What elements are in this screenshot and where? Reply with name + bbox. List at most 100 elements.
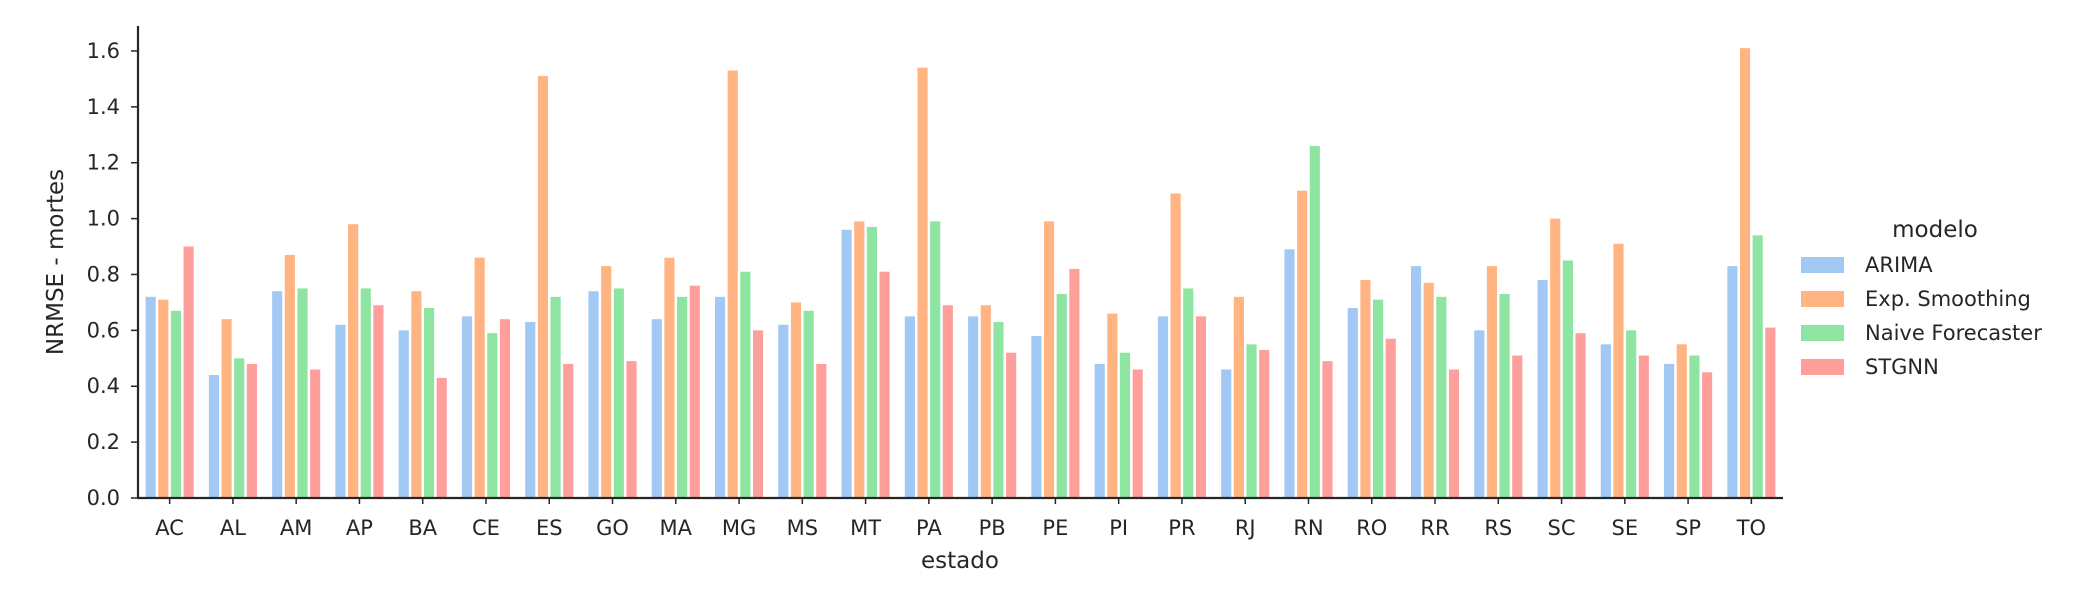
bar-RR-naive-forecaster — [1436, 296, 1447, 498]
x-tick-labels: AC AL AM AP BA CE ES GO MA MG MS MT PA PB PE PI PR RJ RN RO… — [155, 498, 1766, 540]
legend-label: STGNN — [1865, 355, 1939, 379]
bar-RS-exp-smoothing — [1486, 266, 1498, 498]
bar-PB-stgnn — [1006, 352, 1017, 498]
bar-PA-arima — [904, 316, 915, 498]
bar-TO-naive-forecaster — [1752, 235, 1763, 499]
bar-MT-stgnn — [879, 271, 890, 498]
bar-SP-stgnn — [1702, 372, 1713, 498]
bar-MA-stgnn — [689, 285, 700, 498]
bar-ES-arima — [525, 321, 536, 498]
bar-PR-naive-forecaster — [1183, 288, 1194, 498]
x-tick-label: SC — [1548, 516, 1576, 540]
x-tick-label: MS — [787, 516, 818, 540]
legend-swatch — [1801, 291, 1844, 307]
bar-CE-exp-smoothing — [474, 257, 485, 498]
bar-PB-arima — [968, 316, 979, 498]
bar-PE-naive-forecaster — [1056, 294, 1067, 498]
bar-RS-stgnn — [1512, 355, 1523, 498]
x-tick-label: PI — [1109, 516, 1128, 540]
bar-PR-arima — [1157, 316, 1169, 498]
bar-RJ-stgnn — [1259, 349, 1270, 498]
bar-PA-naive-forecaster — [930, 221, 941, 498]
x-axis-title: estado — [921, 548, 999, 574]
bar-SC-exp-smoothing — [1550, 218, 1561, 498]
bar-MS-stgnn — [816, 363, 827, 498]
bar-ES-exp-smoothing — [537, 76, 548, 499]
bar-RS-arima — [1474, 330, 1485, 498]
bar-PE-exp-smoothing — [1044, 221, 1055, 498]
bar-PE-stgnn — [1069, 268, 1080, 498]
bar-RJ-arima — [1221, 369, 1232, 498]
bar-SC-stgnn — [1575, 333, 1586, 498]
x-tick-label: CE — [472, 516, 500, 540]
bar-SP-arima — [1664, 363, 1675, 498]
bar-MG-arima — [715, 296, 726, 498]
bar-RO-arima — [1347, 308, 1358, 498]
bar-TO-stgnn — [1765, 327, 1776, 498]
bar-AC-stgnn — [183, 246, 194, 498]
bar-RJ-exp-smoothing — [1233, 296, 1244, 498]
legend-swatch — [1801, 257, 1844, 273]
y-tick-label: 1.4 — [87, 95, 120, 119]
legend-swatch — [1801, 359, 1844, 375]
bar-MG-naive-forecaster — [740, 271, 751, 498]
bar-AP-stgnn — [373, 305, 384, 498]
bar-TO-arima — [1727, 266, 1738, 498]
bar-PI-exp-smoothing — [1107, 313, 1118, 498]
x-tick-label: PE — [1042, 516, 1068, 540]
bar-GO-stgnn — [626, 361, 637, 498]
bar-AM-arima — [272, 291, 283, 498]
legend-title: modelo — [1892, 217, 1978, 243]
bar-RN-arima — [1284, 249, 1295, 498]
bar-PA-exp-smoothing — [917, 67, 928, 498]
legend: modelo ARIMA Exp. Smoothing Naive Forecast… — [1801, 217, 2042, 379]
bar-AL-exp-smoothing — [221, 319, 232, 498]
bar-SC-arima — [1537, 280, 1548, 498]
bar-AL-stgnn — [246, 363, 257, 498]
bars-group — [145, 48, 1776, 499]
bar-RR-arima — [1410, 266, 1422, 498]
axes-group — [136, 26, 1783, 500]
bar-SE-exp-smoothing — [1613, 243, 1624, 498]
x-tick-label: RS — [1484, 516, 1512, 540]
bar-RJ-naive-forecaster — [1246, 344, 1257, 498]
x-tick-label: AP — [346, 516, 373, 540]
bar-MS-exp-smoothing — [790, 302, 802, 498]
legend-label: Exp. Smoothing — [1865, 287, 2031, 311]
bar-CE-arima — [461, 316, 473, 498]
x-tick-label: AL — [220, 516, 246, 540]
x-tick-label: GO — [596, 516, 629, 540]
legend-label: Naive Forecaster — [1865, 321, 2042, 345]
legend-label: ARIMA — [1865, 253, 1933, 277]
bar-MG-exp-smoothing — [727, 70, 738, 499]
bar-AL-arima — [208, 375, 219, 498]
bar-SE-stgnn — [1638, 355, 1649, 498]
bar-AP-exp-smoothing — [348, 224, 359, 498]
bar-MA-naive-forecaster — [677, 296, 688, 498]
x-tick-label: BA — [408, 516, 437, 540]
bar-AC-exp-smoothing — [158, 299, 169, 498]
x-tick-label: PA — [916, 516, 942, 540]
bar-AP-naive-forecaster — [360, 288, 371, 498]
bar-ES-stgnn — [563, 363, 574, 498]
bar-RN-naive-forecaster — [1309, 145, 1320, 498]
bar-PB-exp-smoothing — [980, 305, 991, 498]
bar-BA-naive-forecaster — [423, 308, 435, 498]
bar-SP-exp-smoothing — [1676, 344, 1687, 498]
bar-PB-naive-forecaster — [993, 321, 1004, 498]
bar-PA-stgnn — [942, 305, 953, 498]
bar-AP-arima — [335, 324, 346, 498]
bar-PI-stgnn — [1132, 369, 1143, 498]
bar-MT-exp-smoothing — [854, 221, 865, 498]
bar-PI-arima — [1094, 363, 1105, 498]
bar-TO-exp-smoothing — [1739, 48, 1751, 499]
x-tick-label: SE — [1612, 516, 1639, 540]
x-tick-label: MA — [660, 516, 693, 540]
bar-AC-naive-forecaster — [170, 310, 182, 498]
bar-SC-naive-forecaster — [1562, 260, 1573, 498]
bar-RR-exp-smoothing — [1423, 282, 1434, 498]
bar-SP-naive-forecaster — [1689, 355, 1700, 498]
bar-RS-naive-forecaster — [1499, 294, 1510, 498]
bar-CE-stgnn — [499, 319, 511, 498]
